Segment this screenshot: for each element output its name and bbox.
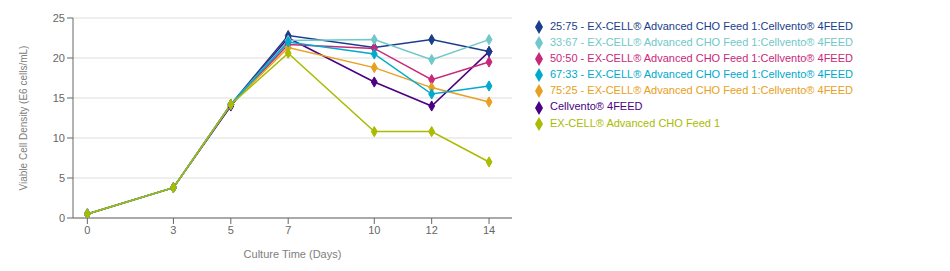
html-text:67:33 - EX-CELL® Advanced CHO: 67:33 - EX-CELL® Advanced CHO Feed 1:Cel… [550, 68, 853, 81]
html-text:33:67 - EX-CELL® Advanced CHO: 33:67 - EX-CELL® Advanced CHO Feed 1:Cel… [550, 36, 853, 49]
svg-text:Culture Time (Days): Culture Time (Days) [244, 248, 342, 260]
svg-text:20: 20 [53, 52, 65, 64]
html-text:EX-CELL® Advanced CHO Feed 1: EX-CELL® Advanced CHO Feed 1 [550, 116, 721, 129]
svg-text:7: 7 [285, 224, 291, 236]
svg-text:25: 25 [53, 12, 65, 24]
svg-text:3: 3 [170, 224, 176, 236]
svg-text:12: 12 [426, 224, 438, 236]
svg-text:10: 10 [368, 224, 380, 236]
svg-text:5: 5 [228, 224, 234, 236]
svg-text:10: 10 [53, 132, 65, 144]
svg-text:Viable Cell Density (E6 cells/: Viable Cell Density (E6 cells/mL) [18, 46, 29, 191]
svg-text:0: 0 [84, 224, 90, 236]
svg-text:14: 14 [483, 224, 495, 236]
html-text:25:75 - EX-CELL® Advanced CHO: 25:75 - EX-CELL® Advanced CHO Feed 1:Cel… [550, 20, 853, 32]
svg-text:15: 15 [53, 92, 65, 104]
html-text:75:25 - EX-CELL® Advanced CHO: 75:25 - EX-CELL® Advanced CHO Feed 1:Cel… [550, 84, 853, 97]
html-text:Cellvento® 4FEED: Cellvento® 4FEED [550, 100, 643, 113]
svg-text:0: 0 [59, 212, 65, 224]
svg-text:5: 5 [59, 172, 65, 184]
html-text:50:50 - EX-CELL® Advanced CHO: 50:50 - EX-CELL® Advanced CHO Feed 1:Cel… [550, 52, 853, 65]
